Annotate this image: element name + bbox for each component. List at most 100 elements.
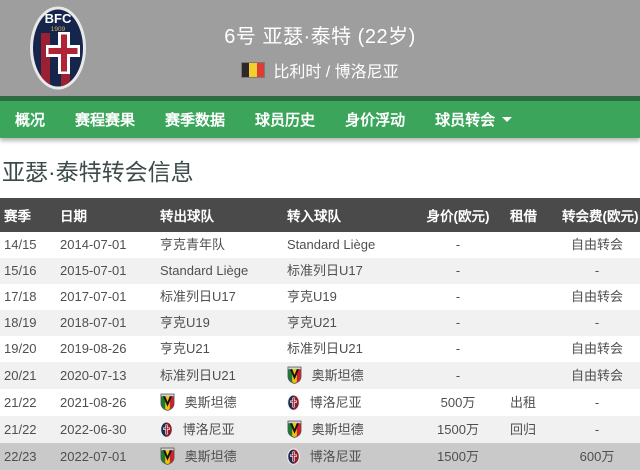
- from-team-name[interactable]: 亨克U21: [160, 341, 210, 356]
- loan-cell: [502, 336, 554, 362]
- from-team-cell: Standard Liège: [152, 258, 279, 284]
- oostende-crest-icon: [160, 393, 175, 411]
- oostende-crest-icon: [287, 420, 302, 438]
- table-row[interactable]: 17/18 2017-07-01 标准列日U17 亨克U19 - 自由转会: [0, 284, 640, 310]
- nav-item-5[interactable]: 身价浮动: [345, 109, 405, 130]
- loan-cell: [502, 258, 554, 284]
- from-team-cell: 奥斯坦德: [152, 443, 279, 470]
- loan-cell: [502, 443, 554, 470]
- to-team-name[interactable]: Standard Liège: [287, 237, 376, 252]
- from-team-name[interactable]: Standard Liège: [160, 263, 249, 278]
- nav-item-label: 赛季数据: [165, 112, 226, 129]
- table-row[interactable]: 14/15 2014-07-01 亨克青年队 Standard Liège - …: [0, 232, 640, 258]
- nav-item-4[interactable]: 球员历史: [255, 109, 315, 130]
- loan-cell: [502, 232, 554, 258]
- value-cell: 1500万: [437, 448, 479, 464]
- loan-cell: 回归: [510, 421, 537, 437]
- date-cell: 2022-07-01: [60, 448, 127, 464]
- crest-year-text: 1909: [51, 26, 66, 33]
- from-team-name[interactable]: 标准列日U17: [160, 289, 236, 304]
- season-cell: 21/22: [4, 394, 37, 410]
- from-team-cell: 奥斯坦德: [152, 389, 279, 416]
- season-cell: 17/18: [4, 289, 37, 304]
- date-cell: 2018-07-01: [60, 315, 127, 330]
- transfer-table: 赛季 日期 转出球队 转入球队 身价(欧元) 租借 转会费(欧元) 14/15 …: [0, 198, 640, 470]
- oostende-crest-icon: [287, 366, 302, 384]
- value-cell: -: [455, 237, 461, 252]
- crest-bfc-text: BFC: [45, 11, 72, 26]
- chevron-down-icon: [502, 117, 513, 122]
- season-cell: 14/15: [4, 237, 37, 252]
- value-cell: 500万: [440, 394, 476, 410]
- fee-cell: 自由转会: [570, 237, 623, 252]
- date-cell: 2021-08-26: [60, 394, 127, 410]
- to-team-cell: Standard Liège: [279, 232, 414, 258]
- season-cell: 22/23: [4, 448, 37, 464]
- to-team-name[interactable]: 奥斯坦德: [311, 422, 364, 437]
- nav-item-1[interactable]: 概况: [15, 109, 45, 130]
- to-team-name[interactable]: 博洛尼亚: [309, 394, 362, 410]
- nav-item-2[interactable]: 赛程赛果: [75, 109, 135, 130]
- from-team-cell: 博洛尼亚: [152, 416, 279, 443]
- col-header-value: 身价(欧元): [414, 198, 502, 232]
- main-nav: 概况 赛程赛果 赛季数据 球员历史 身价浮动 球员转会: [0, 96, 640, 138]
- date-cell: 2022-06-30: [60, 421, 127, 437]
- player-subtitle: 比利时 / 博洛尼亚: [273, 64, 399, 81]
- to-team-name[interactable]: 亨克U21: [287, 315, 337, 330]
- loan-cell: [502, 284, 554, 310]
- to-team-cell: 亨克U21: [279, 310, 414, 336]
- table-row[interactable]: 19/20 2019-08-26 亨克U21 标准列日U21 - 自由转会: [0, 336, 640, 362]
- to-team-cell: 博洛尼亚: [279, 389, 414, 416]
- table-row[interactable]: 20/21 2020-07-13 标准列日U21 奥斯坦德 - 自由转会: [0, 362, 640, 389]
- to-team-cell: 奥斯坦德: [279, 362, 414, 389]
- from-team-name[interactable]: 亨克U19: [160, 315, 210, 330]
- nav-item-label: 球员历史: [255, 112, 316, 129]
- from-team-name[interactable]: 标准列日U21: [160, 367, 236, 383]
- from-team-name[interactable]: 奥斯坦德: [184, 395, 237, 410]
- value-cell: -: [455, 367, 461, 383]
- date-cell: 2014-07-01: [60, 237, 127, 252]
- nav-item-label: 身价浮动: [345, 112, 406, 129]
- bologna-club-crest-icon: BFC 1909: [29, 6, 87, 95]
- to-team-name[interactable]: 标准列日U21: [287, 341, 363, 356]
- value-cell: -: [455, 263, 461, 278]
- player-header: BFC 1909 6号 亚瑟·泰特 (22岁) 比利时 / 博洛尼亚: [0, 0, 640, 96]
- from-team-cell: 亨克U21: [152, 336, 279, 362]
- value-cell: -: [455, 341, 461, 356]
- bologna-crest-icon: [160, 421, 173, 438]
- col-header-to-team: 转入球队: [279, 198, 414, 232]
- bologna-crest-icon: [287, 394, 300, 411]
- table-header-row: 赛季 日期 转出球队 转入球队 身价(欧元) 租借 转会费(欧元): [0, 198, 640, 232]
- to-team-cell: 亨克U19: [279, 284, 414, 310]
- table-row[interactable]: 22/23 2022-07-01 奥斯坦德 博洛尼亚 1500万 600万: [0, 443, 640, 470]
- from-team-cell: 标准列日U17: [152, 284, 279, 310]
- nav-item-label: 概况: [15, 112, 46, 129]
- from-team-cell: 亨克青年队: [152, 232, 279, 258]
- nav-item-6[interactable]: 球员转会: [435, 109, 513, 130]
- from-team-cell: 亨克U19: [152, 310, 279, 336]
- table-row[interactable]: 18/19 2018-07-01 亨克U19 亨克U21 - -: [0, 310, 640, 336]
- table-row[interactable]: 21/22 2022-06-30 博洛尼亚 奥斯坦德 1500万 回归 -: [0, 416, 640, 443]
- to-team-name[interactable]: 奥斯坦德: [311, 368, 364, 383]
- to-team-name[interactable]: 博洛尼亚: [309, 448, 362, 464]
- to-team-name[interactable]: 标准列日U17: [287, 263, 363, 278]
- to-team-cell: 标准列日U17: [279, 258, 414, 284]
- to-team-cell: 博洛尼亚: [279, 443, 414, 470]
- from-team-name[interactable]: 博洛尼亚: [182, 421, 235, 437]
- season-cell: 15/16: [4, 263, 37, 278]
- from-team-name[interactable]: 奥斯坦德: [184, 449, 237, 464]
- nav-item-3[interactable]: 赛季数据: [165, 109, 225, 130]
- to-team-name[interactable]: 亨克U19: [287, 289, 337, 304]
- fee-cell: 600万: [579, 448, 615, 464]
- col-header-from-team: 转出球队: [152, 198, 279, 232]
- date-cell: 2019-08-26: [60, 341, 127, 356]
- date-cell: 2020-07-13: [60, 367, 127, 383]
- value-cell: -: [455, 289, 461, 304]
- date-cell: 2017-07-01: [60, 289, 127, 304]
- table-row[interactable]: 15/16 2015-07-01 Standard Liège 标准列日U17 …: [0, 258, 640, 284]
- table-row[interactable]: 21/22 2021-08-26 奥斯坦德 博洛尼亚 500万 出租 -: [0, 389, 640, 416]
- from-team-cell: 标准列日U21: [152, 362, 279, 389]
- fee-cell: 自由转会: [570, 367, 623, 383]
- value-cell: 1500万: [437, 421, 479, 437]
- from-team-name[interactable]: 亨克青年队: [160, 237, 226, 252]
